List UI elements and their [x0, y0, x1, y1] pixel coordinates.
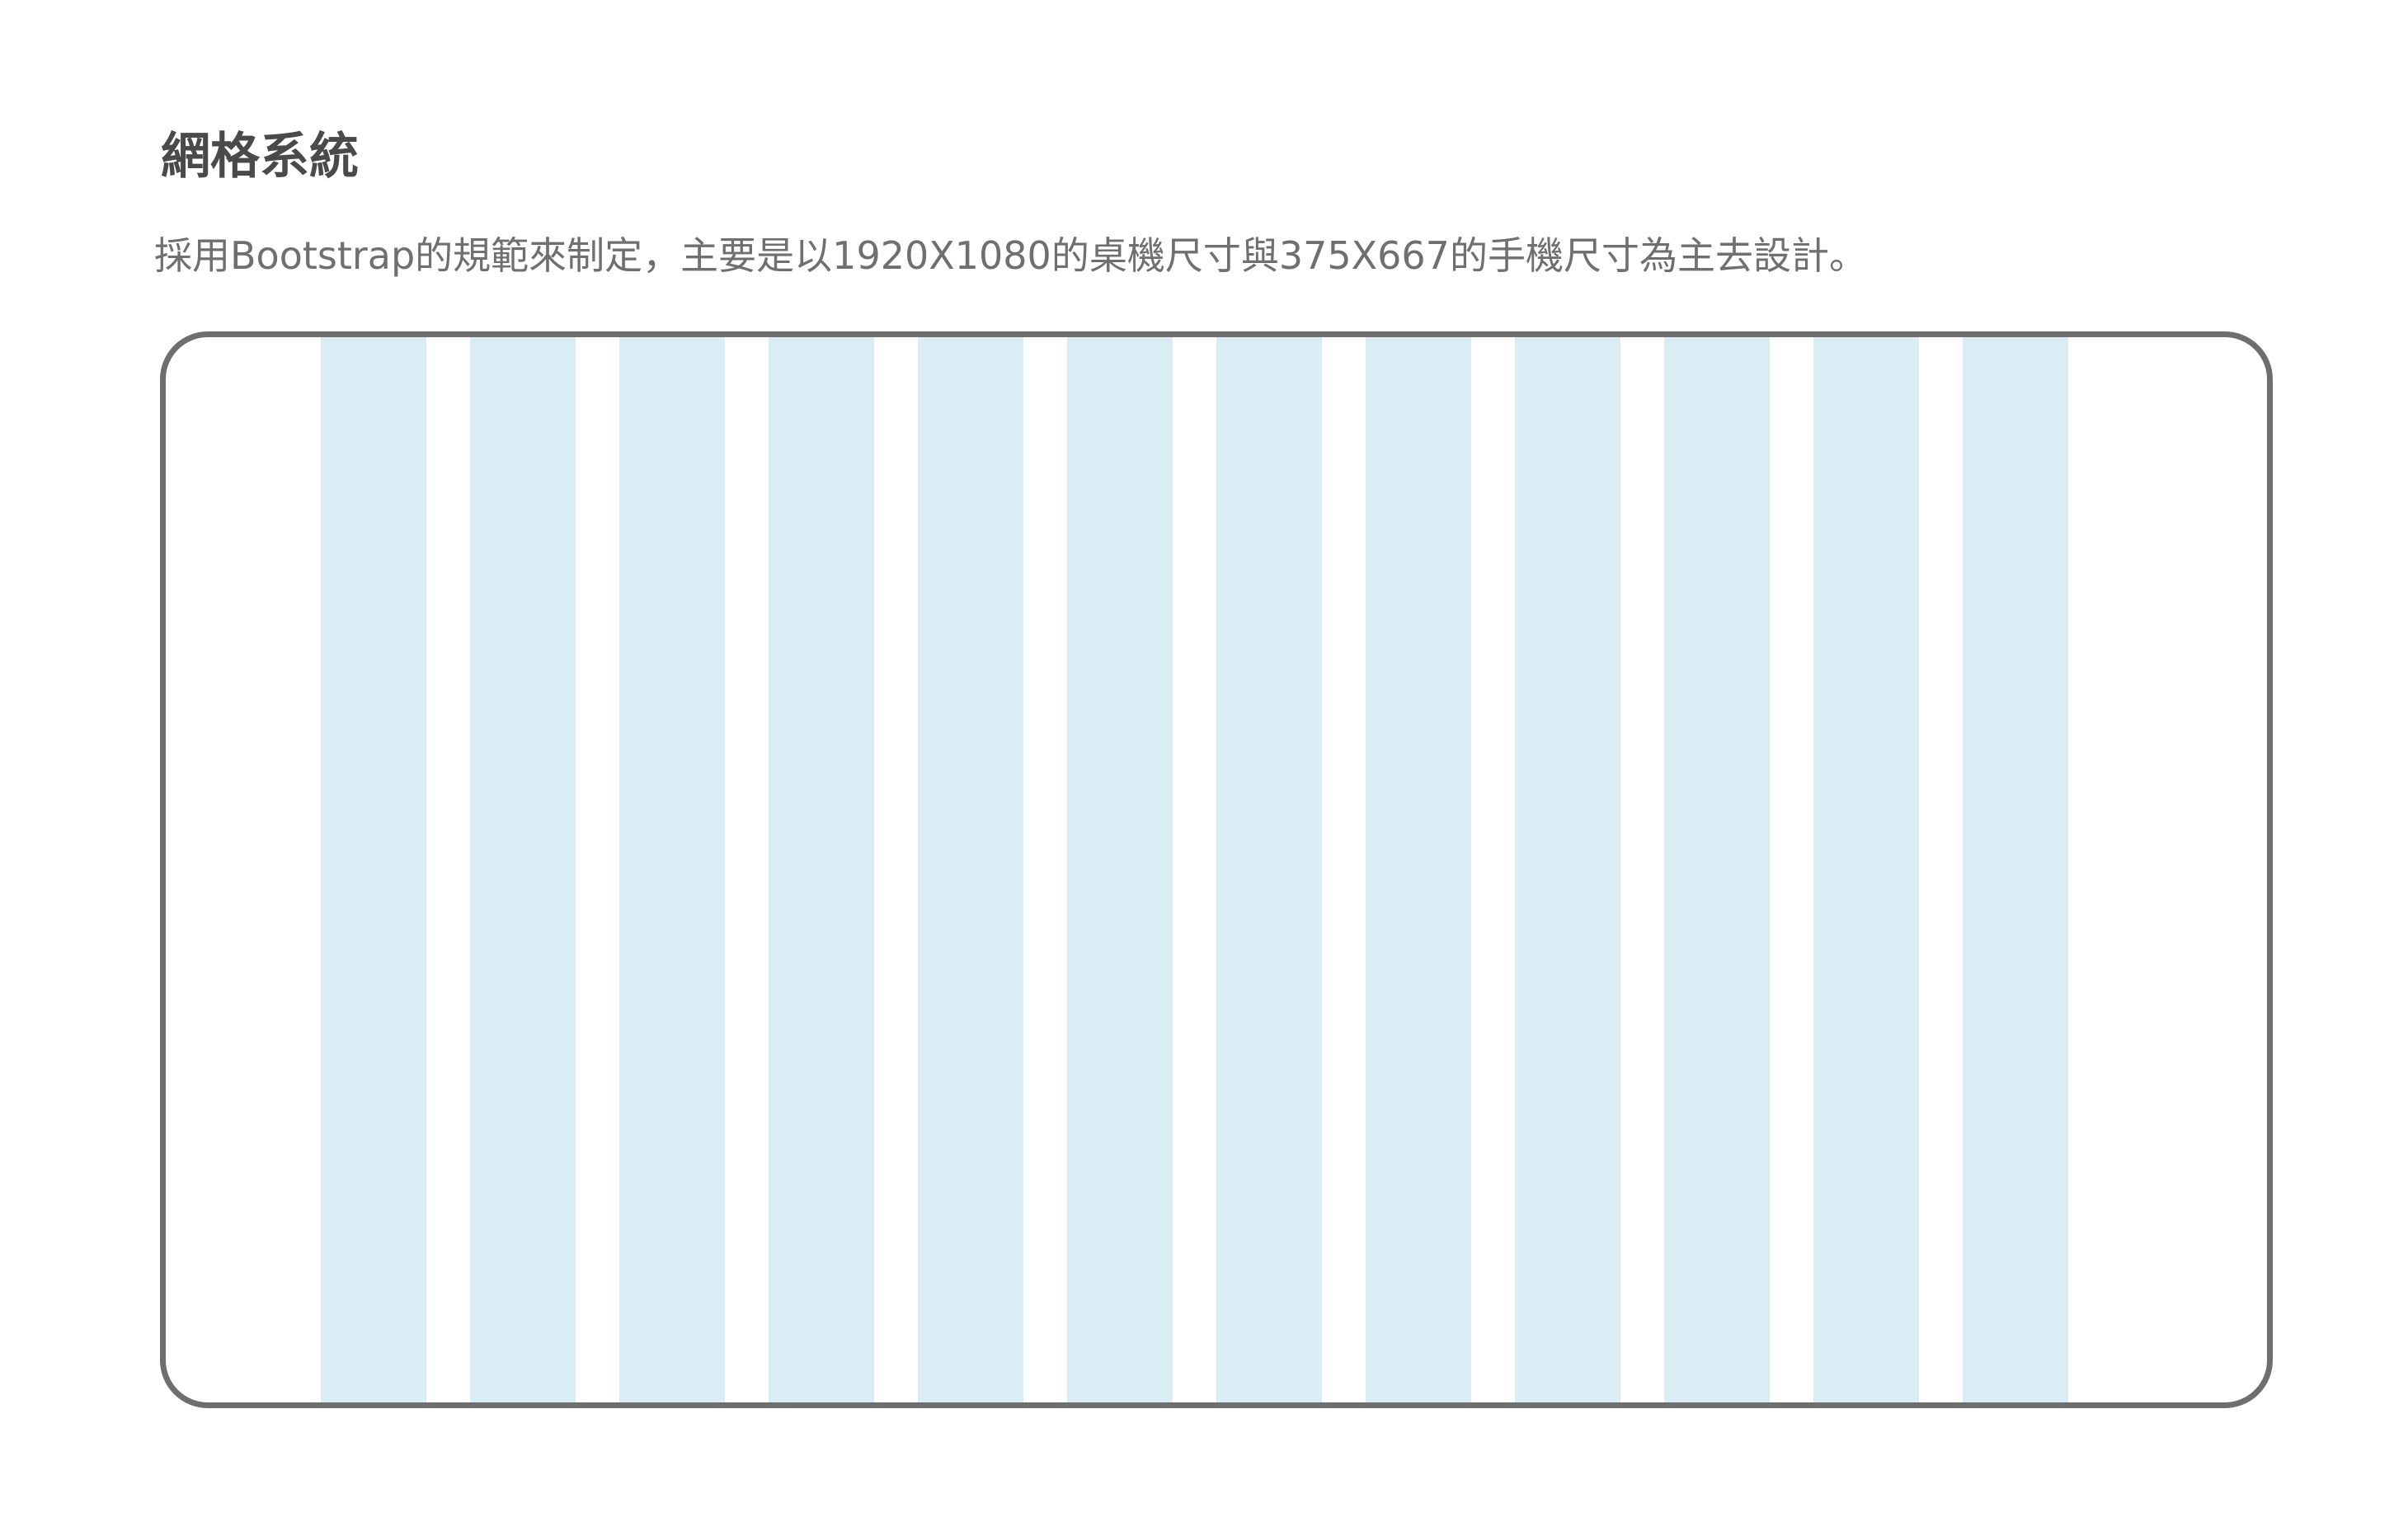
section-title: 網格系統 — [161, 124, 359, 190]
grid-column — [1515, 337, 1620, 1402]
grid-column — [1813, 337, 1919, 1402]
grid-column — [470, 337, 576, 1402]
grid-column — [1664, 337, 1770, 1402]
section-description: 採用Bootstrap的規範來制定，主要是以1920X1080的桌機尺寸與375… — [154, 229, 1867, 282]
grid-column — [918, 337, 1023, 1402]
grid-illustration — [160, 331, 2273, 1408]
grid-column — [321, 337, 426, 1402]
grid-columns — [166, 337, 2267, 1402]
grid-column — [1963, 337, 2068, 1402]
grid-column — [1216, 337, 1322, 1402]
grid-column — [619, 337, 725, 1402]
grid-column — [769, 337, 874, 1402]
grid-column — [1366, 337, 1471, 1402]
grid-column — [1067, 337, 1173, 1402]
